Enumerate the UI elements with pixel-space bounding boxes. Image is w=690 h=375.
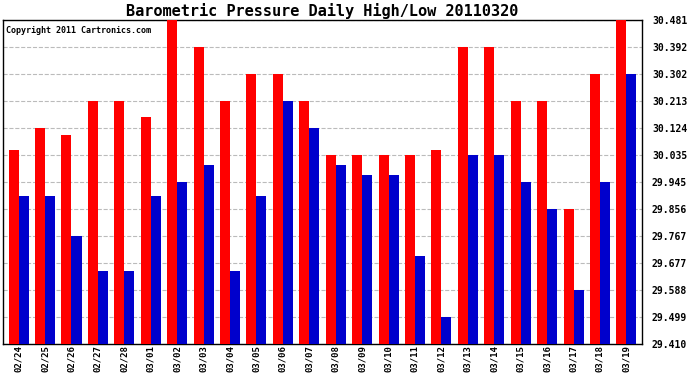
Bar bbox=[19, 196, 29, 344]
Bar bbox=[299, 101, 309, 344]
Bar bbox=[8, 150, 19, 344]
Bar bbox=[468, 155, 478, 344]
Bar bbox=[220, 101, 230, 344]
Bar bbox=[484, 47, 494, 344]
Bar bbox=[600, 182, 610, 344]
Text: Copyright 2011 Cartronics.com: Copyright 2011 Cartronics.com bbox=[6, 26, 151, 35]
Bar bbox=[442, 317, 451, 344]
Bar bbox=[141, 117, 150, 344]
Bar bbox=[177, 182, 187, 344]
Bar bbox=[352, 155, 362, 344]
Bar bbox=[521, 182, 531, 344]
Bar bbox=[547, 209, 557, 344]
Bar bbox=[616, 20, 627, 344]
Bar bbox=[537, 101, 547, 344]
Bar bbox=[457, 47, 468, 344]
Bar bbox=[590, 74, 600, 344]
Bar bbox=[167, 20, 177, 344]
Bar bbox=[326, 155, 336, 344]
Bar bbox=[309, 128, 319, 344]
Bar bbox=[362, 174, 372, 344]
Bar bbox=[257, 196, 266, 344]
Bar bbox=[98, 272, 108, 344]
Bar bbox=[115, 101, 124, 344]
Bar bbox=[88, 101, 98, 344]
Bar bbox=[204, 165, 214, 344]
Title: Barometric Pressure Daily High/Low 20110320: Barometric Pressure Daily High/Low 20110… bbox=[126, 3, 519, 19]
Bar bbox=[61, 135, 72, 344]
Bar bbox=[564, 209, 573, 344]
Bar bbox=[405, 155, 415, 344]
Bar bbox=[283, 101, 293, 344]
Bar bbox=[194, 47, 204, 344]
Bar bbox=[431, 150, 442, 344]
Bar bbox=[379, 155, 388, 344]
Bar bbox=[511, 101, 521, 344]
Bar bbox=[150, 196, 161, 344]
Bar bbox=[415, 256, 425, 344]
Bar bbox=[72, 236, 81, 344]
Bar bbox=[246, 74, 257, 344]
Bar bbox=[230, 272, 240, 344]
Bar bbox=[35, 128, 45, 344]
Bar bbox=[627, 74, 636, 344]
Bar bbox=[336, 165, 346, 344]
Bar bbox=[573, 290, 584, 344]
Bar bbox=[494, 155, 504, 344]
Bar bbox=[124, 272, 135, 344]
Bar bbox=[273, 74, 283, 344]
Bar bbox=[388, 174, 399, 344]
Bar bbox=[45, 196, 55, 344]
